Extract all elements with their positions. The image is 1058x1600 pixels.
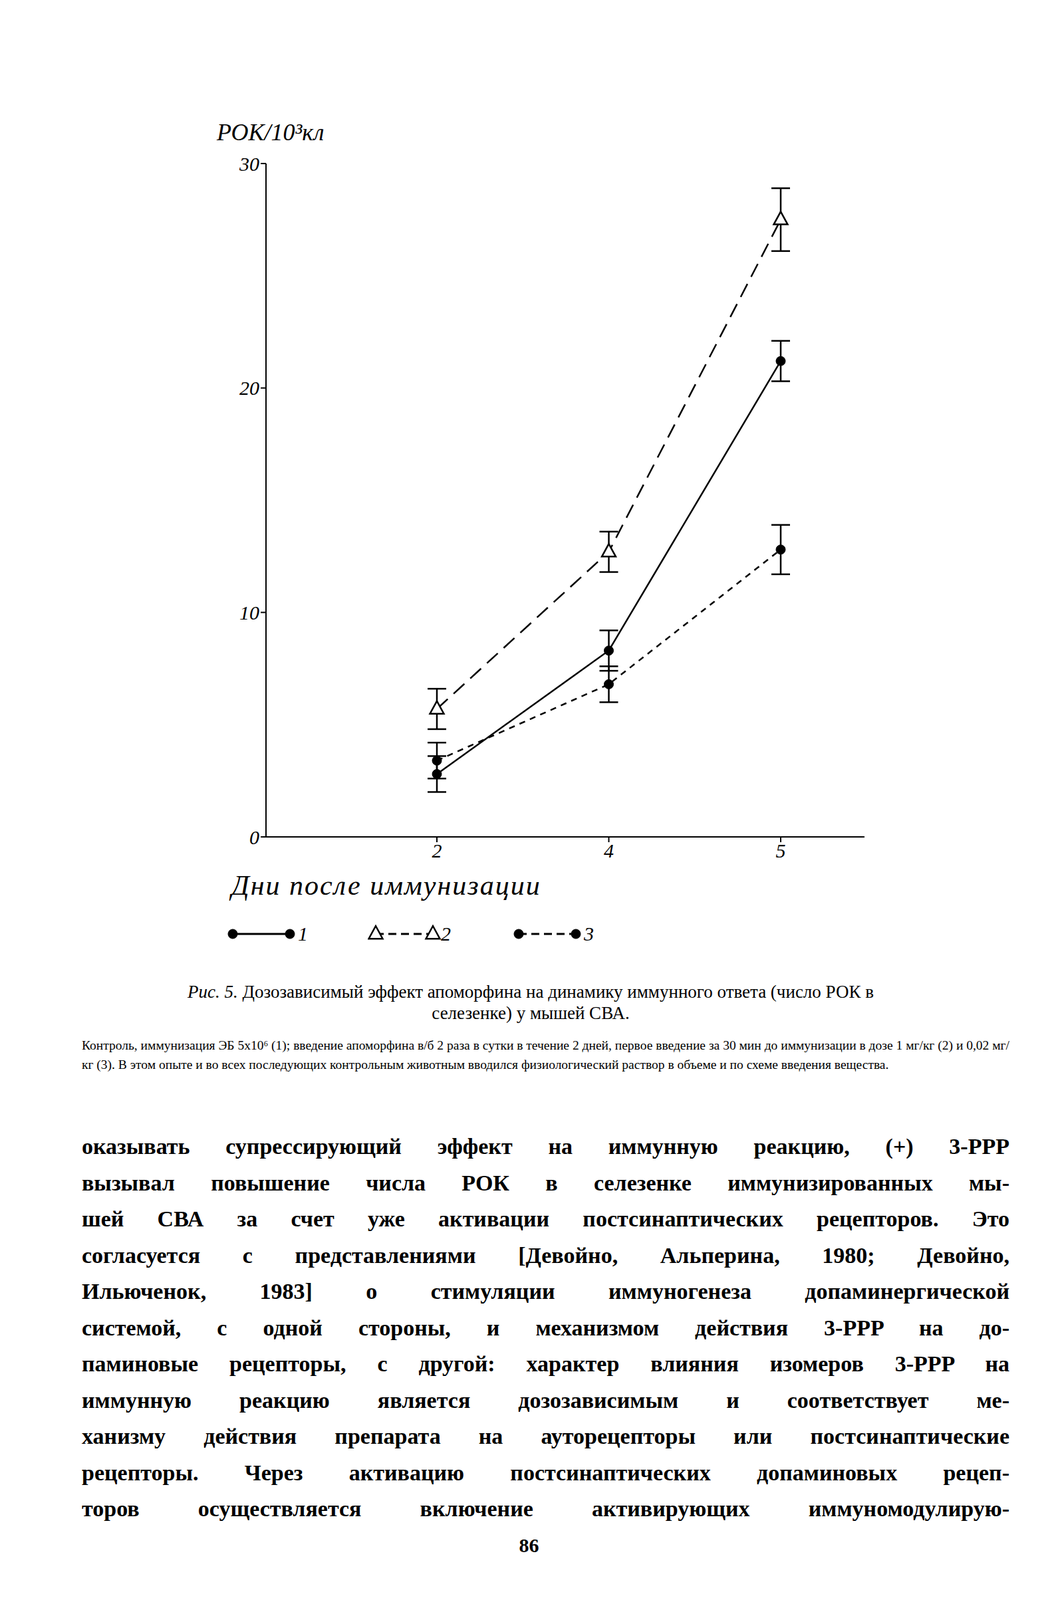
html-text:паминовые рецепторы, с другой:: паминовые рецепторы, с другой: характер … xyxy=(81,1351,1010,1377)
svg-text:4: 4 xyxy=(603,839,614,862)
html-text:вызывал повышение числа РОК в: вызывал повышение числа РОК в селезенке … xyxy=(81,1170,1010,1196)
html-text:РОК/10³кл: РОК/10³кл xyxy=(216,119,325,146)
html-text:согласуется с представлениями: согласуется с представлениями [Девойно, … xyxy=(81,1243,1010,1268)
html-text:Дни после иммунизации: Дни после иммунизации xyxy=(231,870,542,902)
html-text:рецепторы. Через активацию пос: рецепторы. Через активацию постсинаптиче… xyxy=(81,1460,1010,1486)
html-text:Контроль, иммунизация ЭБ 5x10⁶: Контроль, иммунизация ЭБ 5x10⁶ (1); введ… xyxy=(81,1038,1010,1072)
html-text:Рис. 5. Дозозависимый эффект а: Рис. 5. Дозозависимый эффект апоморфина … xyxy=(187,982,874,1024)
svg-text:2: 2 xyxy=(432,839,443,862)
html-text:оказывать супрессирующий эффек: оказывать супрессирующий эффект на иммун… xyxy=(81,1134,1010,1160)
html-text:Ильюченок, 1983] о стимуляции: Ильюченок, 1983] о стимуляции иммуногене… xyxy=(81,1279,1010,1305)
html-text:3: 3 xyxy=(583,923,594,945)
svg-text:10: 10 xyxy=(239,601,260,624)
svg-text:30: 30 xyxy=(238,152,260,175)
html-text:ханизму действия препарата на: ханизму действия препарата на ауторецепт… xyxy=(81,1424,1010,1450)
html-text:1: 1 xyxy=(297,923,308,945)
svg-text:0: 0 xyxy=(249,826,260,849)
html-text:шей СВА за счет уже активации: шей СВА за счет уже активации постсинапт… xyxy=(81,1206,1010,1232)
html-text:иммунную реакцию является дозо: иммунную реакцию является дозозависимым … xyxy=(81,1388,1010,1413)
svg-text:5: 5 xyxy=(776,839,787,862)
html-text:торов осуществляется включение: торов осуществляется включение активирую… xyxy=(81,1496,1010,1522)
svg-text:20: 20 xyxy=(239,377,260,399)
html-text:86: 86 xyxy=(519,1534,539,1557)
html-text:системой, с одной стороны, и м: системой, с одной стороны, и механизмом … xyxy=(81,1315,1010,1341)
html-text:2: 2 xyxy=(440,923,451,945)
